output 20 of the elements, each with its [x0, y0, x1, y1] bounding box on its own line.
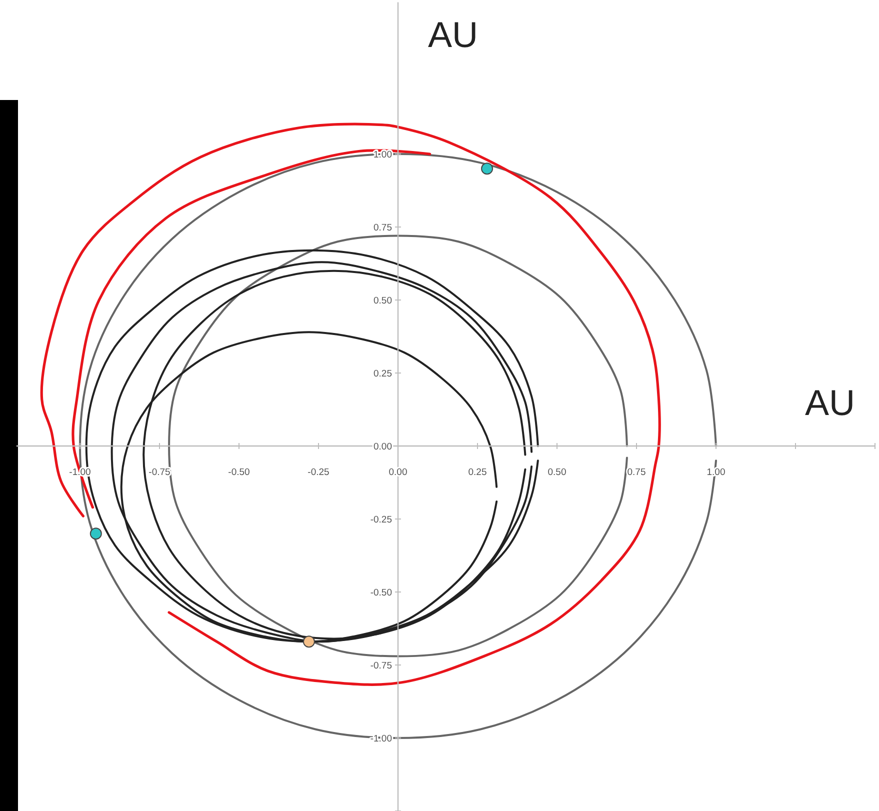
line-series [72, 149, 432, 509]
y-tick-label: -0.50 [370, 588, 392, 599]
x-tick-label: 0.25 [468, 467, 487, 478]
y-tick-label: 0.75 [374, 222, 392, 234]
point [302, 636, 315, 648]
point [481, 162, 494, 175]
y-tick-label: 0.00 [374, 442, 392, 453]
x-axis-title: AU [804, 382, 856, 423]
x-tick-label: 0.75 [627, 467, 646, 478]
x-tick-label: 0.50 [548, 467, 566, 478]
x-tick-label: -0.50 [228, 467, 250, 478]
y-axis-title: AU [428, 14, 478, 55]
point [90, 528, 102, 540]
y-tick-label: -0.25 [370, 514, 392, 526]
y-tick-label: -0.75 [370, 660, 392, 672]
y-tick-label: 0.50 [374, 296, 392, 307]
x-tick-label: -0.25 [308, 467, 330, 478]
x-tick-label: 0.00 [388, 467, 408, 478]
line-series [168, 234, 628, 658]
y-tick-label: 0.25 [374, 368, 392, 380]
